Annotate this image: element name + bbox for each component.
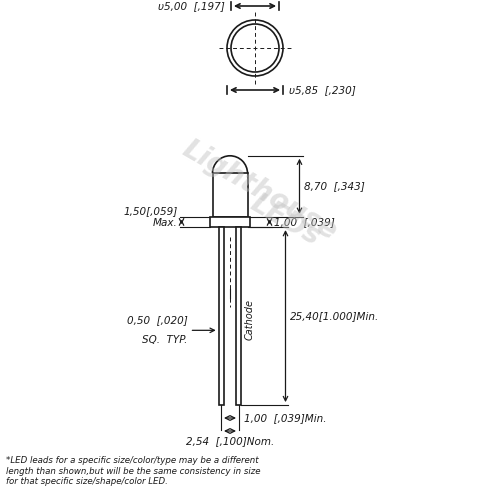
Text: 1,00  [,039]: 1,00 [,039]: [274, 217, 334, 227]
Text: υ5,00  [,197]: υ5,00 [,197]: [158, 1, 225, 11]
Text: 2,54  [,100]Nom.: 2,54 [,100]Nom.: [186, 436, 274, 446]
Bar: [210, 216, 250, 227]
Text: *LED leads for a specific size/color/type may be a different
length than shown,b: *LED leads for a specific size/color/typ…: [6, 456, 260, 486]
Text: 25,40[1.000]Min.: 25,40[1.000]Min.: [290, 311, 379, 321]
Text: 8,70  [,343]: 8,70 [,343]: [304, 182, 365, 192]
Text: Cathode: Cathode: [244, 299, 254, 340]
Bar: [218, 227, 224, 405]
Text: 0,50  [,020]: 0,50 [,020]: [127, 316, 188, 326]
Text: 1,50[,059]: 1,50[,059]: [124, 206, 178, 216]
Text: SQ.  TYP.: SQ. TYP.: [142, 336, 188, 345]
Bar: [212, 174, 248, 216]
Text: Lighthouse: Lighthouse: [178, 134, 342, 246]
Text: LEDs: LEDs: [245, 189, 325, 251]
Text: υ5,85  [,230]: υ5,85 [,230]: [289, 85, 356, 95]
Text: Max.: Max.: [153, 218, 178, 228]
Bar: [236, 227, 242, 405]
Text: 1,00  [,039]Min.: 1,00 [,039]Min.: [244, 413, 326, 423]
